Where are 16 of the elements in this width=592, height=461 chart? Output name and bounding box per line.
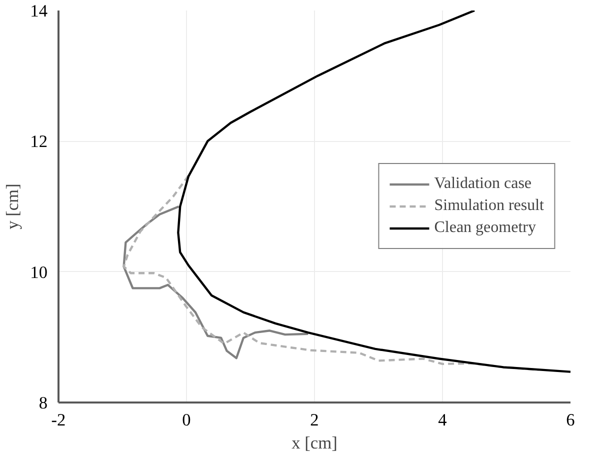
- y-tick-label: 8: [38, 394, 48, 412]
- x-tick-label: 2: [310, 410, 319, 430]
- x-tick-label: 0: [182, 410, 191, 430]
- y-tick-label: 14: [30, 2, 48, 20]
- y-tick-label: 12: [30, 132, 48, 152]
- y-axis-title: y [cm]: [3, 184, 22, 230]
- line-series: [177, 10, 570, 373]
- legend-label: Simulation result: [434, 197, 544, 215]
- y-tick-label: 10: [30, 262, 48, 282]
- legend-label: Clean geometry: [434, 219, 536, 237]
- line-series: [122, 205, 310, 360]
- x-axis-title: x [cm]: [292, 434, 338, 452]
- x-tick-label: 4: [438, 410, 448, 430]
- legend-label: Validation case: [434, 175, 532, 193]
- x-tick-label: -2: [51, 410, 66, 430]
- x-tick-label: 6: [566, 410, 576, 430]
